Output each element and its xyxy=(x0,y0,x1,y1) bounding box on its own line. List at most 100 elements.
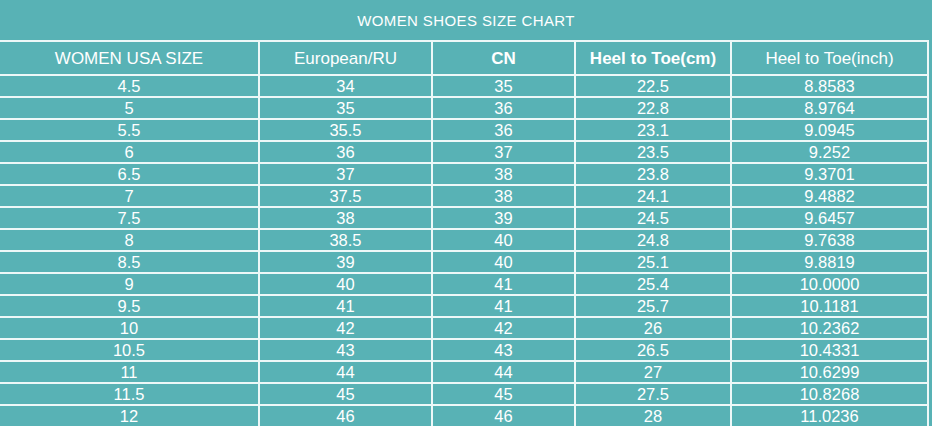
chart-title: WOMEN SHOES SIZE CHART xyxy=(0,0,932,40)
table-cell: 6 xyxy=(0,142,260,162)
table-cell: 43 xyxy=(260,340,433,360)
table-cell: 10.5 xyxy=(0,340,260,360)
table-cell: 40 xyxy=(260,274,433,294)
table-cell: 9.0945 xyxy=(732,120,927,140)
table-cell: 43 xyxy=(433,340,576,360)
table-cell: 28 xyxy=(576,406,732,426)
table-cell: 11.0236 xyxy=(732,406,927,426)
table-cell: 10.0000 xyxy=(732,274,927,294)
table-cell: 11 xyxy=(0,362,260,382)
table-cell: 9.4882 xyxy=(732,186,927,206)
column-header-european-ru: European/RU xyxy=(260,42,433,74)
table-cell: 39 xyxy=(260,252,433,272)
table-cell: 25.7 xyxy=(576,296,732,316)
table-cell: 9.5 xyxy=(0,296,260,316)
table-row: 5.535.53623.19.0945 xyxy=(0,118,927,140)
table-row: 838.54024.89.7638 xyxy=(0,228,927,250)
table-header-row: WOMEN USA SIZEEuropean/RUCNHeel to Toe(c… xyxy=(0,40,927,74)
table-cell: 27 xyxy=(576,362,732,382)
table-cell: 26 xyxy=(576,318,732,338)
table-cell: 12 xyxy=(0,406,260,426)
table-cell: 10.6299 xyxy=(732,362,927,382)
table-row: 9404125.410.0000 xyxy=(0,272,927,294)
table-cell: 35 xyxy=(260,98,433,118)
table-cell: 38.5 xyxy=(260,230,433,250)
table-cell: 41 xyxy=(260,296,433,316)
table-row: 9.5414125.710.1181 xyxy=(0,294,927,316)
table-cell: 11.5 xyxy=(0,384,260,404)
table-cell: 9.6457 xyxy=(732,208,927,228)
table-row: 10.5434326.510.4331 xyxy=(0,338,927,360)
table-cell: 23.8 xyxy=(576,164,732,184)
table-cell: 10 xyxy=(0,318,260,338)
table-cell: 7.5 xyxy=(0,208,260,228)
size-table: WOMEN USA SIZEEuropean/RUCNHeel to Toe(c… xyxy=(0,40,929,426)
table-cell: 37 xyxy=(433,142,576,162)
table-cell: 22.5 xyxy=(576,76,732,96)
table-cell: 22.8 xyxy=(576,98,732,118)
table-row: 5353622.88.9764 xyxy=(0,96,927,118)
table-cell: 4.5 xyxy=(0,76,260,96)
table-cell: 44 xyxy=(433,362,576,382)
table-row: 4.5343522.58.8583 xyxy=(0,74,927,96)
table-cell: 44 xyxy=(260,362,433,382)
table-cell: 46 xyxy=(260,406,433,426)
table-cell: 8.8583 xyxy=(732,76,927,96)
table-row: 6363723.59.252 xyxy=(0,140,927,162)
table-cell: 38 xyxy=(433,186,576,206)
table-cell: 24.8 xyxy=(576,230,732,250)
table-row: 6.5373823.89.3701 xyxy=(0,162,927,184)
table-cell: 10.8268 xyxy=(732,384,927,404)
table-cell: 41 xyxy=(433,296,576,316)
table-cell: 25.1 xyxy=(576,252,732,272)
table-cell: 24.1 xyxy=(576,186,732,206)
table-cell: 7 xyxy=(0,186,260,206)
table-row: 1042422610.2362 xyxy=(0,316,927,338)
table-cell: 10.4331 xyxy=(732,340,927,360)
table-cell: 46 xyxy=(433,406,576,426)
table-cell: 35 xyxy=(433,76,576,96)
table-row: 8.5394025.19.8819 xyxy=(0,250,927,272)
table-row: 1144442710.6299 xyxy=(0,360,927,382)
table-cell: 37.5 xyxy=(260,186,433,206)
table-cell: 39 xyxy=(433,208,576,228)
table-cell: 5.5 xyxy=(0,120,260,140)
table-cell: 24.5 xyxy=(576,208,732,228)
column-header-heel-to-toe-cm: Heel to Toe(cm) xyxy=(576,42,732,74)
table-cell: 8.5 xyxy=(0,252,260,272)
table-cell: 8 xyxy=(0,230,260,250)
table-cell: 34 xyxy=(260,76,433,96)
table-cell: 10.1181 xyxy=(732,296,927,316)
table-cell: 9.8819 xyxy=(732,252,927,272)
table-row: 737.53824.19.4882 xyxy=(0,184,927,206)
table-cell: 45 xyxy=(433,384,576,404)
table-cell: 36 xyxy=(260,142,433,162)
table-cell: 41 xyxy=(433,274,576,294)
column-header-women-usa-size: WOMEN USA SIZE xyxy=(0,42,260,74)
table-cell: 40 xyxy=(433,252,576,272)
table-cell: 42 xyxy=(433,318,576,338)
table-cell: 35.5 xyxy=(260,120,433,140)
table-cell: 26.5 xyxy=(576,340,732,360)
table-cell: 8.9764 xyxy=(732,98,927,118)
table-row: 1246462811.0236 xyxy=(0,404,927,426)
column-header-heel-to-toe-inch: Heel to Toe(inch) xyxy=(732,42,927,74)
table-cell: 23.1 xyxy=(576,120,732,140)
table-cell: 36 xyxy=(433,98,576,118)
table-cell: 45 xyxy=(260,384,433,404)
table-cell: 9 xyxy=(0,274,260,294)
table-cell: 5 xyxy=(0,98,260,118)
table-cell: 23.5 xyxy=(576,142,732,162)
table-cell: 6.5 xyxy=(0,164,260,184)
table-cell: 37 xyxy=(260,164,433,184)
women-shoes-size-chart: WOMEN SHOES SIZE CHART WOMEN USA SIZEEur… xyxy=(0,0,932,426)
table-row: 11.5454527.510.8268 xyxy=(0,382,927,404)
table-cell: 36 xyxy=(433,120,576,140)
table-row: 7.5383924.59.6457 xyxy=(0,206,927,228)
table-cell: 27.5 xyxy=(576,384,732,404)
table-cell: 42 xyxy=(260,318,433,338)
table-cell: 10.2362 xyxy=(732,318,927,338)
table-cell: 9.252 xyxy=(732,142,927,162)
table-cell: 38 xyxy=(260,208,433,228)
table-cell: 38 xyxy=(433,164,576,184)
